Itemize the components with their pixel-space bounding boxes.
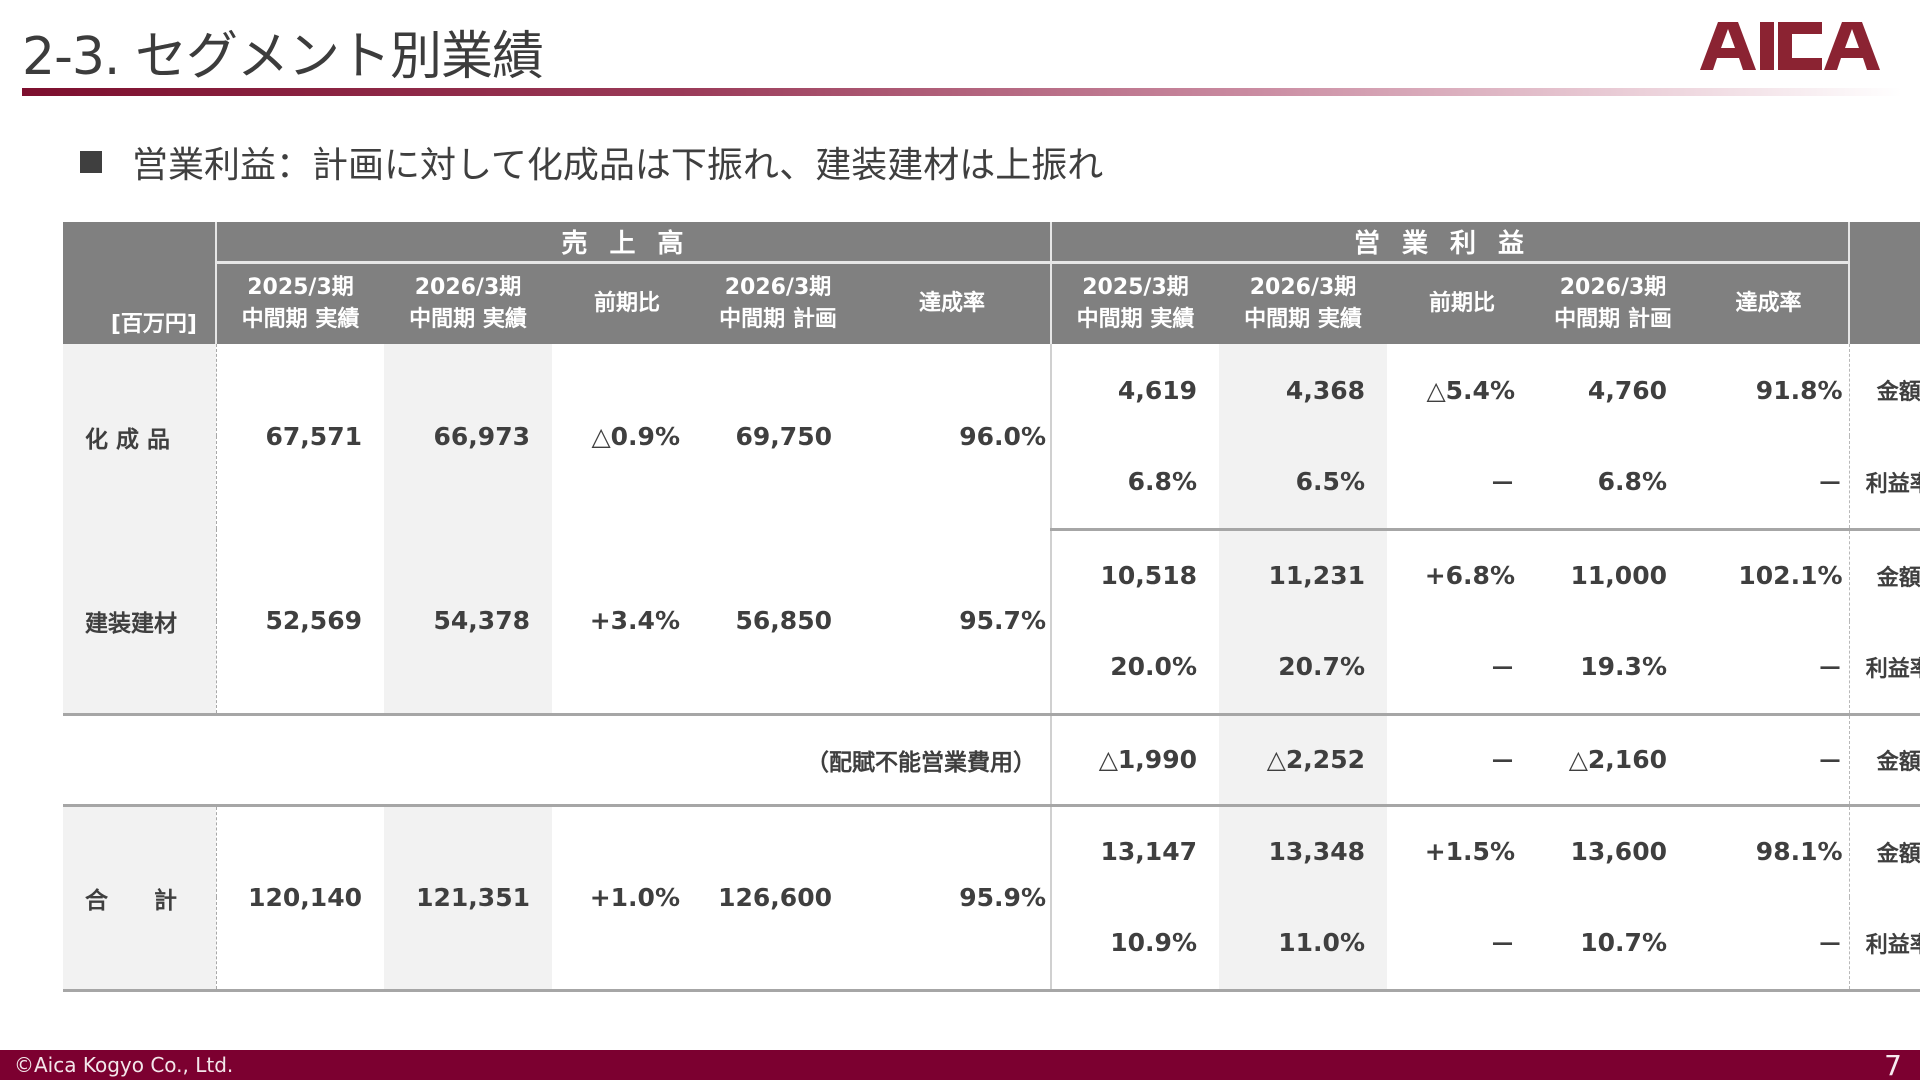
- cell: 6.8%: [1050, 436, 1219, 531]
- cell: －: [1387, 436, 1537, 531]
- unit-cell: 利益率: [1848, 436, 1920, 531]
- cell: 11.0%: [1219, 897, 1387, 992]
- table-row-building-amount: 建装建材 52,569 54,378 +3.4% 56,850 95.7% 10…: [63, 529, 1920, 716]
- cell: －: [1689, 621, 1850, 716]
- table-row-total-margin: 10.9% 11.0% － 10.7% － 利益率: [63, 897, 1920, 992]
- cell: 19.3%: [1537, 621, 1689, 716]
- cell: +3.4%: [552, 529, 702, 716]
- cell: △0.9%: [591, 422, 680, 451]
- table-row-unallocated: （配賦不能営業費用） △1,990 △2,252 － △2,160 － 金額: [63, 714, 1920, 807]
- unit-cell: 金額: [1848, 805, 1920, 897]
- cell: +1.5%: [1424, 837, 1515, 867]
- cell: 96.0%: [959, 422, 1046, 451]
- cell: +1.0%: [552, 805, 702, 992]
- footer-bar: ©Aica Kogyo Co., Ltd. 7: [0, 1048, 1920, 1080]
- unit-cell: 金額: [1848, 344, 1920, 436]
- table-row-chemical-margin: 6.8% 6.5% － 6.8% － 利益率: [63, 436, 1920, 531]
- cell: 95.7%: [854, 529, 1051, 716]
- operating-income-group-header: 営業利益: [1049, 222, 1850, 264]
- cell: 4,368: [1219, 344, 1387, 436]
- cell: 13,147: [1050, 805, 1219, 897]
- cell: －: [1387, 714, 1537, 807]
- cell: 10.7%: [1537, 897, 1689, 992]
- cell: 11,231: [1219, 529, 1387, 621]
- col-header: 達成率: [1689, 262, 1850, 344]
- cell: 69,750: [735, 422, 832, 451]
- unit-type-header: [1848, 222, 1920, 344]
- unit-cell: 利益率: [1848, 621, 1920, 716]
- cell: －: [1689, 436, 1850, 531]
- cell: 20.7%: [1219, 621, 1387, 716]
- cell: △5.4%: [1426, 375, 1515, 405]
- row-label: 合 計: [63, 805, 217, 992]
- col-header: 前期比: [552, 262, 702, 344]
- cell: 54,378: [384, 529, 552, 716]
- cell: 10.9%: [1050, 897, 1219, 992]
- col-header: 2025/3期 中間期 実績: [215, 262, 384, 344]
- cell: －: [1689, 897, 1850, 992]
- cell: 6.5%: [1219, 436, 1387, 531]
- segment-results-table: [百万円] 売上高 営業利益 2025/3期 中間期 実績 2026/3期 中間期 …: [63, 222, 1920, 992]
- col-header: 2026/3期 中間期 計画: [702, 262, 854, 344]
- cell: △2,252: [1219, 714, 1387, 807]
- cell: －: [1387, 621, 1537, 716]
- bullet-square-icon: [80, 151, 102, 173]
- cell: △1,990: [1050, 714, 1219, 807]
- cell: 102.1%: [1738, 561, 1843, 591]
- cell: 56,850: [702, 529, 854, 716]
- cell: 13,600: [1570, 837, 1667, 867]
- col-header: 2025/3期 中間期 実績: [1050, 262, 1219, 344]
- cell: 91.8%: [1755, 375, 1843, 405]
- table-row-chemical-amount: 化 成 品 67,571 66,973 △0.9% 69,750 96.0% 4…: [63, 344, 1920, 529]
- col-header: 前期比: [1387, 262, 1537, 344]
- cell: △2,160: [1537, 714, 1689, 807]
- unit-cell: 金額: [1848, 529, 1920, 621]
- cell: 67,571: [265, 422, 362, 451]
- col-header: 2026/3期 中間期 実績: [1219, 262, 1387, 344]
- unit-cell: 利益率: [1848, 897, 1920, 992]
- cell: 121,351: [384, 805, 552, 992]
- cell: 13,348: [1219, 805, 1387, 897]
- unit-label: [百万円]: [63, 222, 216, 344]
- table-row-building-margin: 20.0% 20.7% － 19.3% － 利益率: [63, 621, 1920, 716]
- page-number: 7: [1884, 1048, 1902, 1080]
- row-label: 建装建材: [63, 529, 217, 716]
- cell: +6.8%: [1424, 561, 1515, 591]
- title-underline: [22, 88, 1902, 96]
- cell: 4,619: [1050, 344, 1219, 436]
- subtitle-text: 営業利益：計画に対して化成品は下振れ、建装建材は上振れ: [132, 145, 1104, 186]
- cell: 10,518: [1050, 529, 1219, 621]
- cell: 120,140: [216, 805, 384, 992]
- cell: －: [1689, 714, 1850, 807]
- cell: －: [1387, 897, 1537, 992]
- unit-cell: 金額: [1848, 714, 1920, 807]
- col-header: 2026/3期 中間期 実績: [384, 262, 552, 344]
- sales-group-header: 売上高: [215, 222, 1051, 264]
- cell: 11,000: [1570, 561, 1667, 591]
- copyright-text: ©Aica Kogyo Co., Ltd.: [14, 1053, 234, 1077]
- aica-logo: [1700, 22, 1880, 70]
- col-header: 2026/3期 中間期 計画: [1537, 262, 1689, 344]
- cell: 4,760: [1587, 375, 1667, 405]
- cell: 6.8%: [1537, 436, 1689, 531]
- table-row-total-amount: 合 計 120,140 121,351 +1.0% 126,600 95.9% …: [63, 805, 1920, 992]
- cell: 126,600: [702, 805, 854, 992]
- cell: 52,569: [216, 529, 384, 716]
- row-label: 化 成 品: [63, 344, 217, 529]
- cell: 98.1%: [1755, 837, 1843, 867]
- slide-title: 2-3. セグメント別業績: [22, 27, 544, 87]
- cell: 20.0%: [1050, 621, 1219, 716]
- cell: 66,973: [384, 344, 552, 529]
- col-header: 達成率: [854, 262, 1051, 344]
- cell: 95.9%: [854, 805, 1051, 992]
- unallocated-label: （配賦不能営業費用）: [63, 714, 1051, 807]
- subtitle: 営業利益：計画に対して化成品は下振れ、建装建材は上振れ: [80, 136, 1103, 188]
